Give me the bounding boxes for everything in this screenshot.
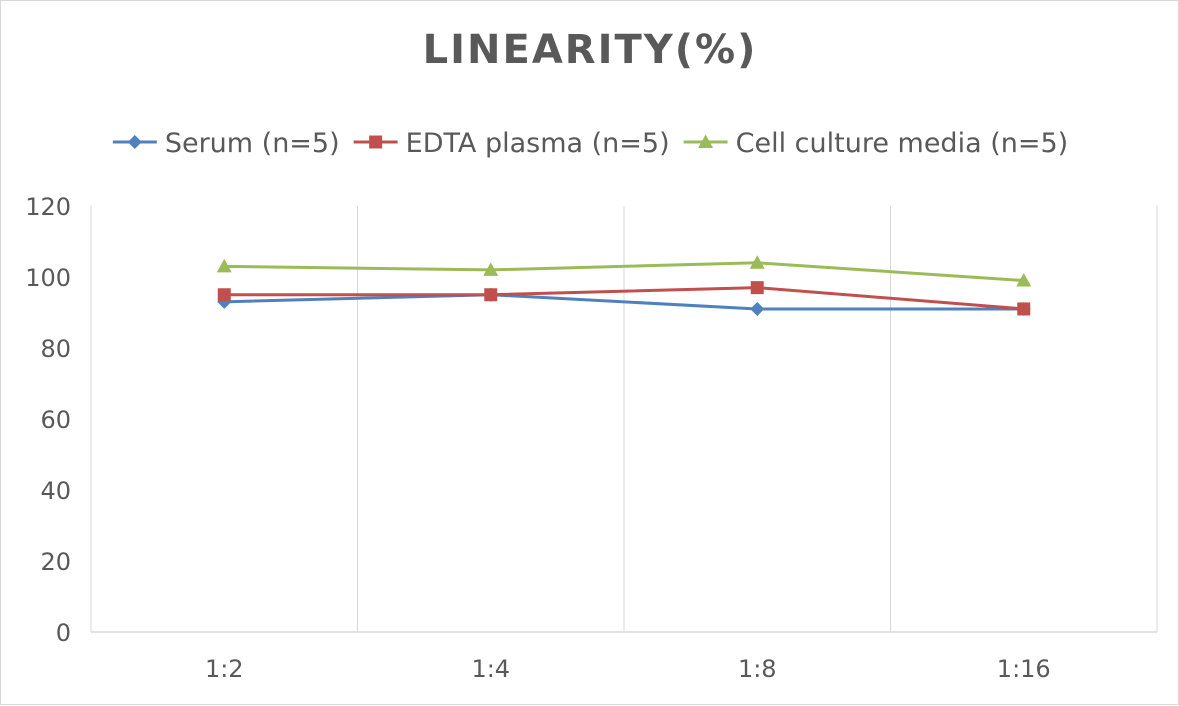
chart-title: LINEARITY(%) (423, 27, 758, 73)
data-point (750, 281, 764, 295)
y-tick-label: 80 (40, 335, 71, 363)
x-tick-label: 1:16 (997, 655, 1051, 683)
legend-marker-triangle (698, 134, 714, 148)
x-tick-label: 1:2 (205, 655, 244, 683)
y-tick-label: 40 (40, 477, 71, 505)
series-square (217, 281, 1031, 316)
legend-label: Cell culture media (n=5) (736, 128, 1069, 159)
x-tick-label: 1:4 (471, 655, 510, 683)
legend-item: Serum (n=5) (112, 128, 340, 159)
legend-item: EDTA plasma (n=5) (353, 128, 670, 159)
data-point (1017, 302, 1031, 316)
y-tick-label: 120 (25, 193, 71, 221)
data-point (750, 301, 765, 316)
legend-marker-square (369, 135, 383, 149)
y-axis: 0 20 40 60 80 100 120 (25, 193, 71, 647)
y-tick-label: 20 (40, 548, 71, 576)
legend-item: Cell culture media (n=5) (683, 128, 1069, 159)
legend-label: EDTA plasma (n=5) (406, 128, 670, 159)
legend: Serum (n=5) EDTA plasma (n=5) Cell culture… (112, 128, 1069, 159)
x-tick-label: 1:8 (738, 655, 777, 683)
gridlines (90, 206, 1158, 632)
legend-marker-diamond (127, 135, 142, 149)
data-point (216, 258, 232, 273)
x-axis: 1:2 1:4 1:8 1:16 (91, 631, 1157, 683)
series-line (224, 261, 1024, 283)
series-triangle (216, 255, 1032, 287)
plot-series (216, 255, 1032, 316)
series-line (224, 293, 1024, 311)
data-point (484, 288, 498, 302)
data-point (483, 262, 499, 276)
y-tick-label: 0 (56, 619, 71, 647)
y-tick-label: 60 (40, 406, 71, 434)
legend-label: Serum (n=5) (165, 128, 340, 159)
series-line (224, 286, 1024, 311)
data-point (1016, 273, 1032, 287)
data-point (217, 288, 231, 302)
data-point (749, 255, 765, 269)
y-tick-label: 100 (25, 264, 71, 292)
